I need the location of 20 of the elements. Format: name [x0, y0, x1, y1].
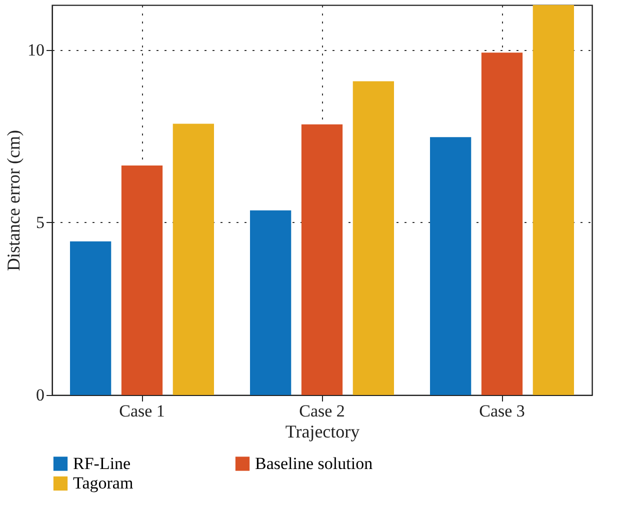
bar	[532, 5, 574, 395]
legend-label: Tagoram	[73, 474, 134, 492]
bar	[481, 52, 523, 395]
bar	[172, 124, 214, 395]
bar	[70, 241, 112, 395]
y-tick-label: 0	[36, 386, 44, 404]
bar	[430, 137, 472, 395]
x-tick-label: Case 1	[119, 402, 165, 420]
y-axis-title: Distance error (cm)	[4, 130, 24, 271]
x-tick-label: Case 3	[479, 402, 525, 420]
bar	[121, 165, 163, 395]
x-tick-label: Case 2	[299, 402, 345, 420]
legend-label: RF-Line	[73, 454, 131, 473]
y-tick-label: 10	[28, 40, 44, 60]
x-axis-title: Trajectory	[285, 422, 360, 442]
bar	[301, 124, 343, 395]
legend-label: Baseline solution	[255, 454, 374, 473]
y-tick-label: 5	[36, 212, 44, 232]
bar	[250, 210, 292, 395]
bar	[352, 81, 394, 395]
